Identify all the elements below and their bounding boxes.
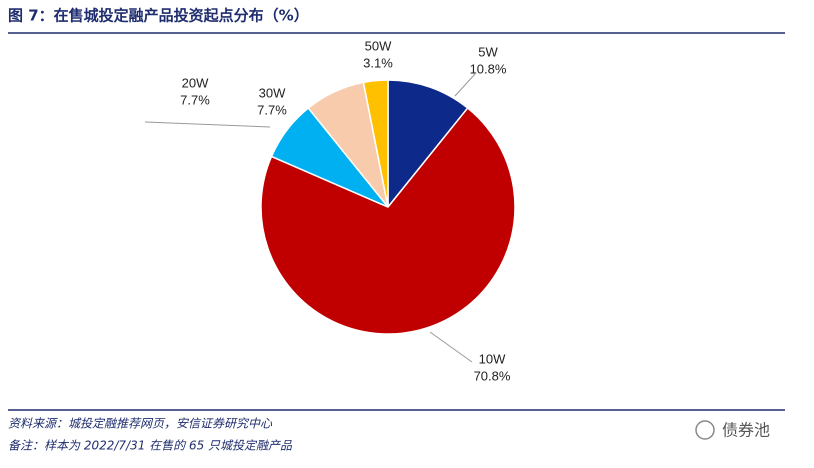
pie-slice: [260, 107, 516, 335]
leader-line: [429, 331, 473, 363]
leader-line: [454, 73, 476, 97]
source-note: 资料来源：城投定融推荐网页，安信证券研究中心: [8, 417, 273, 431]
value-label: 70.8%: [474, 368, 511, 383]
pie-slice: [387, 79, 469, 210]
category-label: 5W: [478, 44, 498, 59]
chart-title: 图 7：在售城投定融产品投资起点分布（%）: [8, 7, 309, 25]
pie-slice: [362, 79, 389, 208]
category-label: 20W: [182, 75, 209, 90]
sample-note: 备注：样本为 2022/7/31 在售的 65 只城投定融产品: [8, 439, 293, 453]
value-label: 3.1%: [363, 55, 393, 70]
category-label: 30W: [259, 85, 286, 100]
leader-line: [144, 121, 271, 128]
category-label: 50W: [365, 38, 392, 53]
value-label: 7.7%: [257, 102, 287, 117]
category-label: 10W: [479, 351, 506, 366]
value-label: 7.7%: [180, 92, 210, 107]
watermark-icon: [695, 420, 715, 440]
watermark: 债券池: [722, 421, 770, 440]
value-label: 10.8%: [470, 61, 507, 76]
